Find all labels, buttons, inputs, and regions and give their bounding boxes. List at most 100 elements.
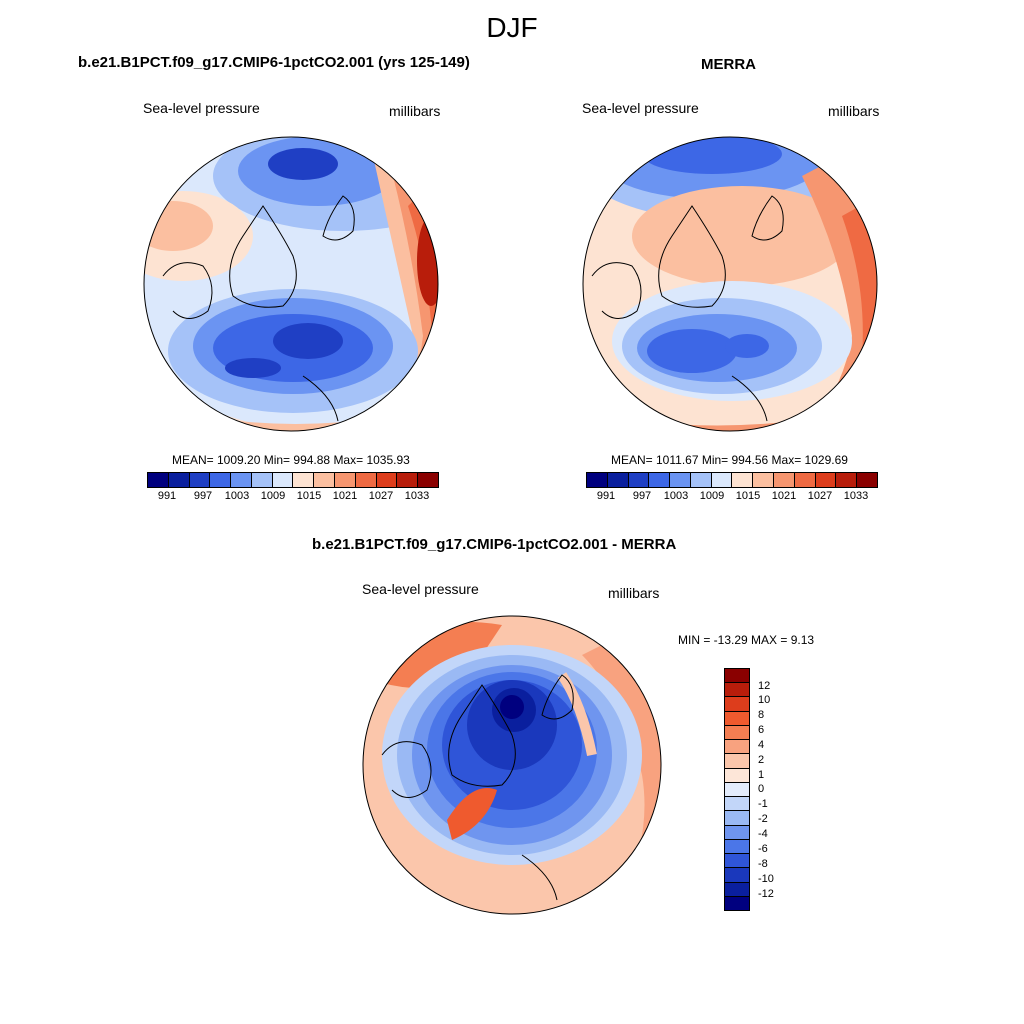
- model-stats: MEAN= 1009.20 Min= 994.88 Max= 1035.93: [172, 453, 410, 467]
- diff-colorbar-tick: 4: [758, 739, 765, 751]
- model-colorbar-swatch: [314, 473, 336, 487]
- diff-colorbar-swatch: [725, 697, 749, 712]
- diff-colorbar-tick: 2: [758, 754, 765, 766]
- diff-colorbar-tick: -1: [758, 798, 768, 810]
- obs-variable-label: Sea-level pressure: [582, 100, 699, 116]
- diff-colorbar-swatch: [725, 839, 749, 855]
- diff-colorbar-swatch: [725, 882, 749, 897]
- diff-colorbar-swatch: [725, 669, 749, 684]
- model-units-label: millibars: [389, 103, 441, 119]
- model-colorbar-swatch: [148, 473, 169, 487]
- model-variable-label: Sea-level pressure: [143, 100, 260, 116]
- diff-colorbar-tick: -6: [758, 843, 768, 855]
- obs-colorbar-swatch: [628, 473, 650, 487]
- obs-colorbar-swatch: [774, 473, 795, 487]
- model-colorbar-swatch: [272, 473, 294, 487]
- model-polar-map: [143, 136, 439, 432]
- obs-colorbar-tick: 997: [632, 490, 652, 502]
- diff-colorbar-swatch: [725, 797, 749, 812]
- diff-colorbar-swatches: [724, 668, 750, 911]
- diff-colorbar-tick: -10: [758, 873, 774, 885]
- diff-colorbar-tick: -2: [758, 813, 768, 825]
- obs-units-label: millibars: [828, 103, 880, 119]
- diff-colorbar-swatch: [725, 811, 749, 826]
- model-colorbar-tick: 1021: [332, 490, 358, 502]
- obs-colorbar-swatch: [690, 473, 712, 487]
- obs-colorbar-tick: 1027: [807, 490, 833, 502]
- model-colorbar-swatch: [168, 473, 190, 487]
- obs-colorbar-swatch: [732, 473, 754, 487]
- obs-colorbar-swatch: [857, 473, 877, 487]
- obs-colorbar-swatch: [836, 473, 858, 487]
- model-colorbar-swatches: [147, 472, 439, 488]
- diff-colorbar-swatch: [725, 754, 749, 769]
- diff-colorbar-tick: -12: [758, 888, 774, 900]
- diff-colorbar-swatch: [725, 896, 749, 910]
- diff-panel-title: b.e21.B1PCT.f09_g17.CMIP6-1pctCO2.001 - …: [312, 536, 677, 553]
- model-colorbar-swatch: [376, 473, 398, 487]
- model-colorbar-swatch: [231, 473, 252, 487]
- obs-colorbar-tick: 1003: [663, 490, 689, 502]
- model-colorbar-tick: 1027: [368, 490, 394, 502]
- diff-colorbar-tick: 1: [758, 769, 765, 781]
- obs-colorbar-swatch: [815, 473, 837, 487]
- obs-colorbar-ticks: 991 997 1003 1009 1015 1021 1027 1033: [586, 488, 878, 504]
- diff-colorbar-tick: 0: [758, 783, 765, 795]
- obs-colorbar: 991 997 1003 1009 1015 1021 1027 1033: [586, 472, 878, 504]
- model-colorbar: 991 997 1003 1009 1015 1021 1027 1033: [147, 472, 439, 504]
- obs-colorbar-swatch: [607, 473, 629, 487]
- obs-colorbar-tick: 1033: [843, 490, 869, 502]
- model-colorbar-swatch: [355, 473, 377, 487]
- model-colorbar-tick: 1003: [224, 490, 250, 502]
- obs-panel-title: MERRA: [701, 56, 756, 73]
- obs-colorbar-tick: 991: [596, 490, 616, 502]
- diff-colorbar-tick: 10: [758, 694, 771, 706]
- diff-colorbar-tick: -4: [758, 828, 768, 840]
- model-colorbar-tick: 1015: [296, 490, 322, 502]
- diff-colorbar-swatch: [725, 768, 749, 783]
- diff-colorbar-tick: 6: [758, 724, 765, 736]
- model-colorbar-swatch: [335, 473, 356, 487]
- model-colorbar-swatch: [251, 473, 273, 487]
- model-panel-title: b.e21.B1PCT.f09_g17.CMIP6-1pctCO2.001 (y…: [78, 54, 470, 71]
- model-colorbar-swatch: [418, 473, 438, 487]
- obs-colorbar-tick: 1015: [735, 490, 761, 502]
- diff-colorbar-swatch: [725, 683, 749, 698]
- obs-colorbar-swatches: [586, 472, 878, 488]
- diff-units-label: millibars: [608, 585, 660, 601]
- model-colorbar-swatch: [210, 473, 232, 487]
- diff-colorbar-swatch: [725, 725, 749, 741]
- obs-colorbar-tick: 1021: [771, 490, 797, 502]
- figure-title: DJF: [486, 12, 538, 43]
- diff-colorbar-tick: -8: [758, 858, 768, 870]
- diff-colorbar-swatch: [725, 868, 749, 883]
- obs-colorbar-swatch: [649, 473, 671, 487]
- obs-colorbar-swatch: [753, 473, 775, 487]
- obs-colorbar-swatch: [794, 473, 816, 487]
- diff-variable-label: Sea-level pressure: [362, 581, 479, 597]
- diff-colorbar-swatch: [725, 782, 749, 798]
- model-colorbar-tick: 997: [193, 490, 213, 502]
- model-colorbar-swatch: [189, 473, 211, 487]
- obs-colorbar-swatch: [711, 473, 733, 487]
- diff-colorbar: 12 10 8 6 4 2 1 0 -1 -2 -4 -6 -8 -10 -12: [724, 668, 814, 911]
- obs-colorbar-swatch: [587, 473, 608, 487]
- model-colorbar-ticks: 991 997 1003 1009 1015 1021 1027 1033: [147, 488, 439, 504]
- diff-stats: MIN = -13.29 MAX = 9.13: [678, 633, 815, 647]
- model-colorbar-tick: 1009: [260, 490, 286, 502]
- model-colorbar-tick: 1033: [404, 490, 430, 502]
- model-colorbar-tick: 991: [157, 490, 177, 502]
- obs-colorbar-tick: 1009: [699, 490, 725, 502]
- diff-colorbar-tick: 12: [758, 680, 771, 692]
- diff-colorbar-swatch: [725, 854, 749, 869]
- diff-colorbar-swatch: [725, 825, 749, 840]
- model-colorbar-swatch: [293, 473, 315, 487]
- obs-stats: MEAN= 1011.67 Min= 994.56 Max= 1029.69: [611, 453, 848, 467]
- diff-colorbar-swatch: [725, 740, 749, 755]
- model-colorbar-swatch: [397, 473, 419, 487]
- obs-polar-map: [582, 136, 878, 432]
- obs-colorbar-swatch: [670, 473, 691, 487]
- diff-polar-map: [362, 615, 662, 915]
- diff-colorbar-swatch: [725, 711, 749, 726]
- diff-colorbar-tick: 8: [758, 709, 765, 721]
